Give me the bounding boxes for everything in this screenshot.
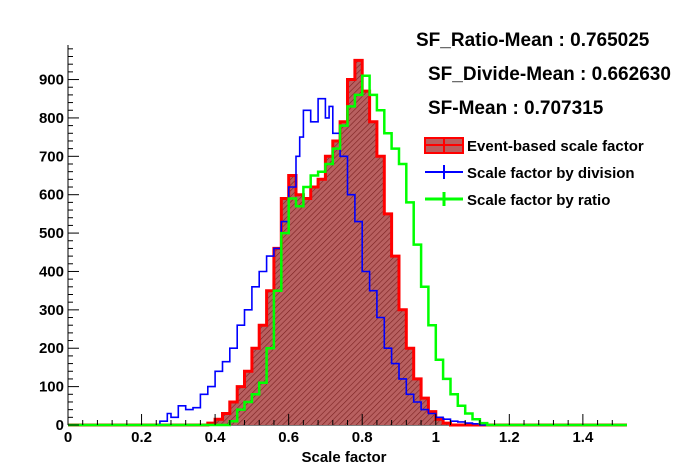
- legend-entry-ratio: Scale factor by ratio: [425, 192, 610, 209]
- legend-label-ratio: Scale factor by ratio: [467, 192, 610, 209]
- series-line-event-based-scale-factor: [68, 58, 627, 427]
- legend: Event-based scale factor Scale factor by…: [424, 137, 644, 209]
- legend-label-division: Scale factor by division: [467, 165, 635, 182]
- y-tick-label-9: 900: [39, 72, 64, 89]
- x-tick-label-6: 1.2: [499, 429, 520, 446]
- series-line-scale-factor-by-ratio: [68, 74, 627, 427]
- stat-ratio-mean: SF_Ratio-Mean : 0.765025: [416, 30, 650, 51]
- x-tick-label-2: 0.4: [205, 429, 227, 446]
- stat-divide-mean: SF_Divide-Mean : 0.662630: [428, 64, 671, 85]
- y-tick-label-2: 200: [39, 340, 64, 357]
- x-tick-label-1: 0.2: [131, 429, 152, 446]
- legend-entry-event-based: Event-based scale factor: [424, 137, 644, 155]
- series-line-scale-factor-by-division: [68, 97, 627, 426]
- x-tick-label-7: 1.4: [572, 429, 594, 446]
- y-tick-label-0: 0: [56, 417, 64, 434]
- y-tick-label-8: 800: [39, 110, 64, 127]
- legend-label-event-based: Event-based scale factor: [467, 138, 644, 155]
- stat-sf-mean: SF-Mean : 0.707315: [428, 98, 604, 119]
- legend-entry-division: Scale factor by division: [425, 165, 635, 182]
- x-tick-label-4: 0.8: [352, 429, 373, 446]
- y-tick-label-6: 600: [39, 187, 64, 204]
- y-tick-label-5: 500: [39, 225, 64, 242]
- x-tick-label-0: 0: [64, 429, 72, 446]
- y-tick-label-7: 700: [39, 148, 64, 165]
- y-tick-label-3: 300: [39, 302, 64, 319]
- y-tick-label-1: 100: [39, 379, 64, 396]
- x-tick-label-5: 1: [432, 429, 440, 446]
- y-tick-label-4: 400: [39, 263, 64, 280]
- x-tick-label-3: 0.6: [278, 429, 299, 446]
- x-axis-title: Scale factor: [301, 449, 386, 466]
- series-fill-event-based-scale-factor: [68, 60, 627, 426]
